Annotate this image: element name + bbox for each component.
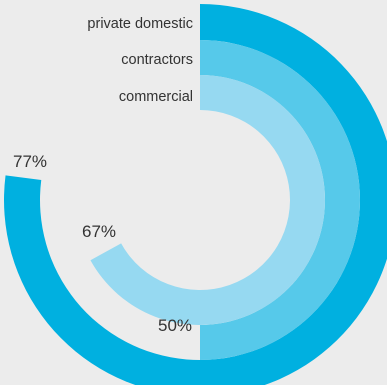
ring-commercial	[90, 75, 325, 325]
ring-contractors	[200, 40, 360, 360]
series-label-commercial: commercial	[119, 89, 193, 105]
value-label-commercial: 67%	[82, 222, 116, 241]
series-label-private-domestic: private domestic	[87, 16, 193, 32]
value-label-private-domestic: 77%	[13, 152, 47, 171]
value-label-contractors: 50%	[158, 316, 192, 335]
series-label-contractors: contractors	[121, 52, 193, 68]
